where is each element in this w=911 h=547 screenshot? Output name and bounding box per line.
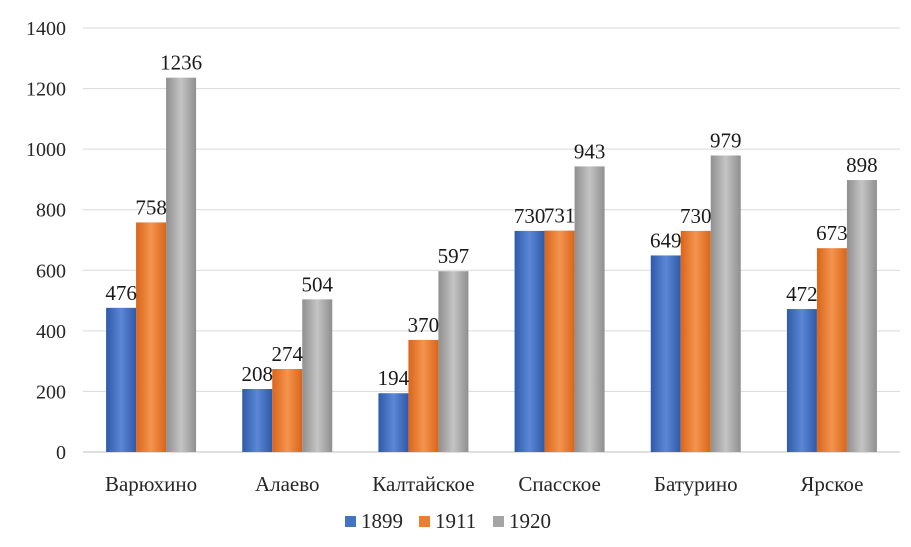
data-label: 649 <box>650 228 682 252</box>
bar-1911 <box>408 339 439 452</box>
y-tick-label: 1200 <box>26 79 66 101</box>
x-category-label: Спасское <box>518 472 600 496</box>
legend-swatch-1911 <box>419 516 430 527</box>
data-label: 597 <box>438 244 470 268</box>
data-label: 898 <box>846 153 878 177</box>
x-axis-categories: Варюхино Алаево Калтайское Спасское Батурино… <box>105 472 863 496</box>
data-label: 943 <box>574 139 606 163</box>
data-label: 758 <box>135 195 167 219</box>
y-tick-label: 0 <box>56 442 66 464</box>
y-tick-label: 1400 <box>26 18 66 40</box>
x-category-label: Калтайское <box>372 472 474 496</box>
data-label: 673 <box>816 221 848 245</box>
legend-label: 1920 <box>509 509 551 533</box>
legend: 1899 1911 1920 <box>345 509 551 533</box>
data-label: 731 <box>544 204 576 228</box>
x-category-label: Ярское <box>800 472 863 496</box>
y-tick-label: 400 <box>36 321 66 343</box>
data-label: 1236 <box>160 51 202 75</box>
bar-1911 <box>816 248 847 452</box>
data-label: 274 <box>272 342 304 366</box>
bar-1899 <box>378 393 409 452</box>
bar-1899 <box>650 255 681 452</box>
y-tick-label: 1000 <box>26 139 66 161</box>
y-axis-ticks: 0 200 400 600 800 1000 1200 1400 <box>26 18 66 464</box>
data-label: 730 <box>680 204 712 228</box>
data-label: 370 <box>408 313 440 337</box>
bar-1899 <box>242 389 273 452</box>
data-label: 476 <box>105 281 137 305</box>
bar-1920 <box>438 271 469 452</box>
bar-1911 <box>544 230 575 452</box>
x-category-label: Алаево <box>255 472 320 496</box>
data-label: 472 <box>786 282 818 306</box>
data-label: 208 <box>242 362 274 386</box>
bar-1899 <box>514 230 545 452</box>
x-category-label: Варюхино <box>105 472 197 496</box>
legend-label: 1899 <box>361 509 403 533</box>
legend-swatch-1899 <box>345 516 356 527</box>
bar-1920 <box>574 166 605 453</box>
legend-swatch-1920 <box>493 516 504 527</box>
bar-1911 <box>680 230 711 452</box>
data-label: 730 <box>514 204 546 228</box>
data-label: 979 <box>710 129 742 153</box>
x-category-label: Батурино <box>654 472 738 496</box>
y-tick-label: 600 <box>36 260 66 282</box>
bar-1920 <box>846 180 877 452</box>
y-tick-label: 800 <box>36 200 66 222</box>
bar-1920 <box>166 77 197 452</box>
bar-1899 <box>106 307 137 452</box>
data-label: 504 <box>302 272 334 296</box>
bar-1911 <box>272 369 303 452</box>
y-tick-label: 200 <box>36 381 66 403</box>
bar-1920 <box>302 299 333 452</box>
bars <box>106 77 877 453</box>
bar-1899 <box>786 309 817 452</box>
data-label: 194 <box>378 366 410 390</box>
data-labels: 4767581236208274504194370597730731943649… <box>105 51 877 391</box>
bar-1920 <box>710 155 741 452</box>
bar-1911 <box>136 222 167 452</box>
gridlines <box>83 27 900 453</box>
legend-label: 1911 <box>435 509 476 533</box>
